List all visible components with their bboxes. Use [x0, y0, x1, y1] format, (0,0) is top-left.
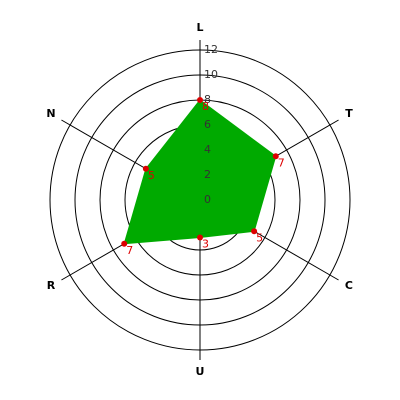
value-label: 3: [202, 238, 209, 251]
tick-label: 12: [204, 43, 218, 56]
axis-label: U: [196, 365, 205, 378]
tick-label: 6: [204, 118, 211, 131]
value-label: 7: [278, 156, 285, 169]
point: [142, 165, 149, 172]
point: [197, 234, 203, 241]
tick-label: 10: [204, 68, 218, 81]
axis-label: T: [345, 107, 353, 120]
value-label: 7: [126, 244, 133, 257]
tick-label: 2: [204, 168, 211, 181]
point: [272, 153, 279, 160]
axis-label: R: [47, 279, 56, 292]
axis-label: L: [196, 21, 203, 34]
axis-label: C: [345, 279, 353, 292]
value-label: 5: [256, 231, 263, 244]
point: [121, 240, 128, 247]
point: [251, 228, 258, 235]
tick-label: 4: [204, 143, 211, 156]
value-label: 8: [202, 100, 209, 113]
point: [197, 97, 203, 103]
axis-label: N: [46, 107, 55, 120]
tick-label: 8: [204, 93, 211, 106]
tick-label: 0: [204, 193, 211, 206]
value-label: 5: [148, 169, 155, 182]
